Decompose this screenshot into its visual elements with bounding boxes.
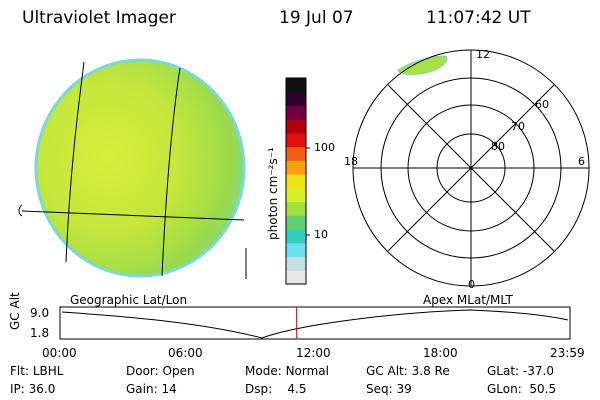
geographic-label: Geographic Lat/Lon [70, 293, 188, 307]
colorbar-segment [286, 160, 306, 175]
stat-dsp: Dsp: 4.5 [245, 382, 307, 396]
lat-label-70: 70 [511, 120, 525, 133]
xtick-2359: 23:59 [550, 346, 585, 360]
apex-label: Apex MLat/MLT [423, 293, 513, 307]
stat-flt: Flt: LBHL [10, 364, 64, 378]
colorbar-segment [286, 215, 306, 230]
stat-seq: Seq: 39 [366, 382, 412, 396]
mlt-label-12: 12 [476, 48, 490, 61]
xtick-1800: 18:00 [423, 346, 458, 360]
colorbar-segment [286, 119, 306, 134]
colorbar-segment [286, 174, 306, 189]
altitude-ylabel: GC Alt [8, 292, 22, 330]
stat-door: Door: Open [126, 364, 195, 378]
stat-ip: IP: 36.0 [10, 382, 56, 396]
aurora-patch [397, 55, 448, 75]
app-title: Ultraviolet Imager [22, 8, 176, 28]
lat-label-80: 80 [491, 140, 505, 153]
meridian-line [161, 67, 181, 277]
colorbar-segment [286, 187, 306, 203]
mlt-label-0: 0 [468, 278, 475, 291]
meridian-line [65, 61, 85, 263]
colorbar-segment [286, 201, 306, 216]
colorbar-segment [286, 78, 306, 93]
colorbar-segment [286, 132, 306, 148]
limb-tick [18, 204, 23, 217]
stat-glat: GLat: -37.0 [487, 364, 554, 378]
colorbar-segment [286, 256, 306, 271]
xtick-0000: 00:00 [42, 346, 77, 360]
altitude-ytick-max: 9.0 [30, 306, 50, 320]
lat-label-60: 60 [535, 98, 549, 111]
stat-gc-alt: GC Alt: 3.8 Re [366, 364, 450, 378]
altitude-curve [61, 309, 569, 339]
mlt-label-18: 18 [344, 155, 358, 168]
colorbar-segment [286, 146, 306, 161]
colorbar-segment [286, 91, 306, 106]
colorbar-segment [286, 242, 306, 258]
colorbar-tick-100: 100 [314, 141, 335, 154]
stat-mode: Mode: Normal [245, 364, 329, 378]
earth-disk [34, 58, 246, 278]
colorbar-segment [286, 105, 306, 120]
xtick-1200: 12:00 [296, 346, 331, 360]
parallel-line [21, 210, 245, 221]
colorbar-segment [286, 229, 306, 244]
stat-glon: GLon: 50.5 [487, 382, 557, 396]
time-label: 11:07:42 UT [426, 8, 531, 28]
colorbar-tick-10: 10 [314, 228, 328, 241]
colorbar-segment [286, 270, 306, 285]
xtick-0600: 06:00 [168, 346, 203, 360]
altitude-ytick-min: 1.8 [30, 326, 50, 340]
stat-gain: Gain: 14 [126, 382, 177, 396]
mlt-label-6: 6 [578, 155, 585, 168]
date-label: 19 Jul 07 [279, 8, 354, 28]
